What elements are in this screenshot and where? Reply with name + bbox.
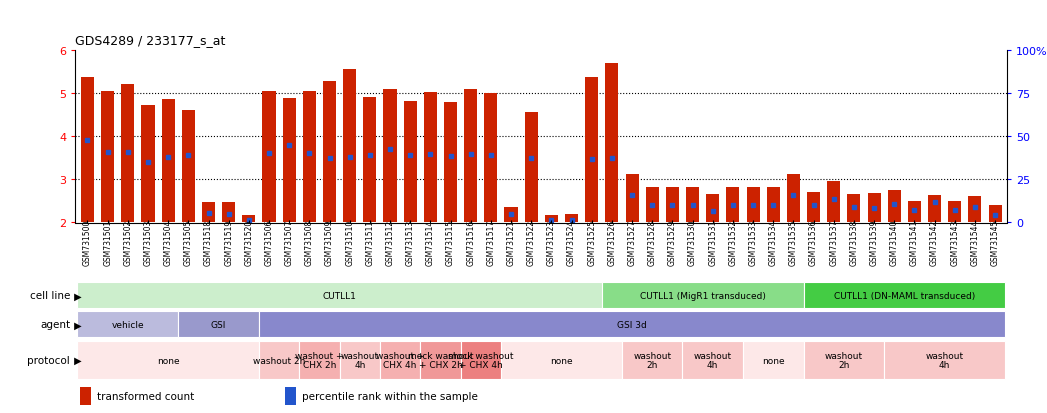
Text: ▶: ▶	[71, 291, 82, 301]
Bar	[622, 341, 683, 379]
Text: GSI 3d: GSI 3d	[617, 320, 647, 329]
Text: none: none	[550, 356, 573, 365]
Bar	[283, 99, 295, 222]
Bar	[988, 205, 1002, 222]
Bar	[525, 113, 538, 222]
Bar	[766, 187, 780, 222]
Bar	[444, 103, 458, 222]
Bar	[706, 195, 719, 222]
Text: washout
4h: washout 4h	[340, 351, 379, 370]
Bar	[420, 341, 461, 379]
Text: washout
2h: washout 2h	[633, 351, 671, 370]
Bar	[202, 202, 215, 222]
Bar	[339, 341, 380, 379]
Bar	[544, 216, 558, 222]
Bar	[263, 92, 275, 222]
Bar	[178, 312, 259, 337]
Text: mock washout
+ CHX 4h: mock washout + CHX 4h	[448, 351, 513, 370]
Text: washout 2h: washout 2h	[253, 356, 306, 365]
Text: CUTLL1 (MigR1 transduced): CUTLL1 (MigR1 transduced)	[640, 291, 765, 300]
Bar	[363, 98, 377, 222]
Bar	[424, 93, 437, 222]
Text: CUTLL1 (DN-MAML transduced): CUTLL1 (DN-MAML transduced)	[833, 291, 975, 300]
Text: washout
4h: washout 4h	[694, 351, 732, 370]
Text: percentile rank within the sample: percentile rank within the sample	[302, 392, 477, 401]
Bar	[380, 341, 420, 379]
Bar	[585, 77, 598, 222]
Bar	[908, 202, 921, 222]
Bar	[77, 283, 602, 309]
Text: vehicle: vehicle	[112, 320, 144, 329]
Bar	[847, 195, 861, 222]
Text: transformed count: transformed count	[96, 392, 194, 401]
Bar	[505, 207, 517, 222]
Text: agent: agent	[40, 320, 70, 330]
Bar	[605, 64, 619, 222]
Bar	[743, 341, 803, 379]
Text: none: none	[762, 356, 784, 365]
Bar	[77, 341, 259, 379]
Bar	[322, 82, 336, 222]
Text: washout
2h: washout 2h	[825, 351, 863, 370]
Bar	[303, 92, 316, 222]
Bar	[80, 387, 91, 405]
Bar	[285, 387, 296, 405]
Bar	[500, 341, 622, 379]
Bar	[242, 216, 255, 222]
Bar	[141, 106, 155, 222]
Bar	[161, 100, 175, 222]
Bar	[182, 111, 195, 222]
Text: cell line: cell line	[29, 291, 70, 301]
Bar	[222, 202, 236, 222]
Bar	[404, 102, 417, 222]
Bar	[485, 94, 497, 222]
Bar	[727, 187, 739, 222]
Text: CUTLL1: CUTLL1	[322, 291, 357, 300]
Text: mock washout
+ CHX 2h: mock washout + CHX 2h	[407, 351, 473, 370]
Text: ▶: ▶	[71, 320, 82, 330]
Bar	[747, 187, 760, 222]
Bar	[666, 187, 678, 222]
Bar	[683, 341, 743, 379]
Bar	[803, 283, 1005, 309]
Text: protocol: protocol	[27, 355, 70, 365]
Bar	[787, 175, 800, 222]
Bar	[464, 89, 477, 222]
Bar	[383, 89, 397, 222]
Bar	[803, 341, 884, 379]
Bar	[949, 202, 961, 222]
Text: GDS4289 / 233177_s_at: GDS4289 / 233177_s_at	[75, 34, 226, 47]
Bar	[602, 283, 803, 309]
Text: ▶: ▶	[71, 355, 82, 365]
Text: none: none	[157, 356, 179, 365]
Bar	[827, 181, 841, 222]
Text: washout +
CHX 4h: washout + CHX 4h	[376, 351, 424, 370]
Bar	[625, 175, 639, 222]
Bar	[968, 197, 981, 222]
Bar	[77, 312, 178, 337]
Bar	[121, 85, 134, 222]
Bar	[102, 92, 114, 222]
Bar	[888, 190, 900, 222]
Text: washout +
CHX 2h: washout + CHX 2h	[295, 351, 343, 370]
Bar	[928, 196, 941, 222]
Bar	[884, 341, 1005, 379]
Bar	[646, 188, 659, 222]
Bar	[868, 193, 881, 222]
Text: GSI: GSI	[210, 320, 226, 329]
Bar	[343, 70, 356, 222]
Bar	[565, 215, 578, 222]
Text: washout
4h: washout 4h	[926, 351, 963, 370]
Bar	[461, 341, 500, 379]
Bar	[686, 187, 699, 222]
Bar	[259, 341, 299, 379]
Bar	[81, 77, 94, 222]
Bar	[299, 341, 339, 379]
Bar	[807, 192, 820, 222]
Bar	[259, 312, 1005, 337]
